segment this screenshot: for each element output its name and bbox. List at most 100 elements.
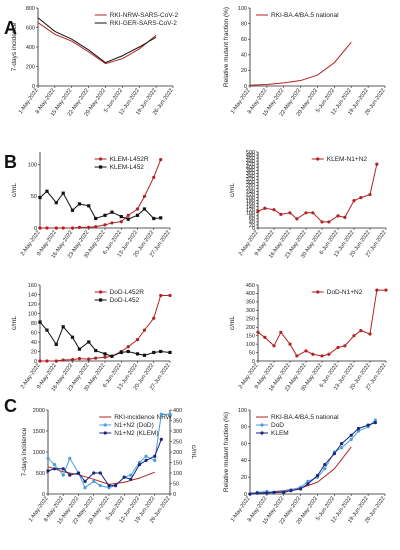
data-point xyxy=(83,486,87,490)
legend-marker xyxy=(316,157,320,161)
data-point xyxy=(46,456,50,460)
data-point xyxy=(159,412,163,416)
chart-b-bottom-right: 0501001502002503003504004502-May-20229-M… xyxy=(229,283,388,393)
y-tick-label: 0 xyxy=(244,84,247,90)
y-tick-label: 100 xyxy=(238,408,247,414)
y-tick-label: 0 xyxy=(252,226,255,232)
data-point xyxy=(343,215,347,219)
y-tick-label: 1000 xyxy=(33,450,45,456)
data-point xyxy=(137,463,142,467)
data-point xyxy=(327,220,331,224)
y-tick-label: 20 xyxy=(249,223,255,229)
legend-marker xyxy=(103,431,107,435)
data-point xyxy=(94,216,98,221)
series-line xyxy=(249,419,376,495)
series-line xyxy=(47,439,162,487)
data-point xyxy=(61,191,65,195)
legend-label: KLEM-N1+N2 xyxy=(327,156,368,163)
y-tick-label: 60 xyxy=(249,217,255,223)
y-tick-label: 20 xyxy=(241,475,247,481)
series-line xyxy=(39,190,161,220)
y-tick-label: 200 xyxy=(246,195,255,201)
series-line xyxy=(40,294,170,362)
data-point xyxy=(349,437,353,441)
y-tick-label: 0 xyxy=(42,492,45,498)
y-tick-label: 450 xyxy=(246,283,255,289)
y-tick-label: 380 xyxy=(246,168,255,174)
y-tick-label: 300 xyxy=(246,180,255,186)
y-tick-label: 280 xyxy=(246,183,255,189)
data-point xyxy=(384,288,388,292)
data-point xyxy=(288,211,292,215)
data-point xyxy=(126,349,130,354)
data-point xyxy=(142,328,147,332)
data-point xyxy=(159,158,163,162)
y-axis-label: Relative mutant fraction (%) xyxy=(223,7,230,87)
data-point xyxy=(45,189,49,193)
legend-label: RKI-NRW-SARS-CoV-2 xyxy=(110,12,179,19)
legend-marker xyxy=(99,157,103,161)
legend-label: DoD-L452R xyxy=(110,289,145,296)
data-point xyxy=(52,463,57,467)
series-line xyxy=(249,422,376,495)
data-point xyxy=(142,194,147,198)
legend-label: RKI-GER-SARS-CoV-2 xyxy=(110,20,178,27)
y-tick-label: 180 xyxy=(246,198,255,204)
data-point xyxy=(332,452,336,456)
data-point xyxy=(77,357,82,361)
data-point xyxy=(87,204,91,208)
data-point xyxy=(336,214,340,218)
y-tick-label: 200 xyxy=(246,325,255,331)
data-point xyxy=(126,213,130,217)
y-tick-label-right: 150 xyxy=(173,460,182,466)
y-tick-label: 100 xyxy=(238,6,247,12)
data-point xyxy=(38,359,42,363)
data-point xyxy=(263,335,267,339)
data-point xyxy=(54,359,58,363)
data-point xyxy=(153,458,157,462)
data-point xyxy=(103,352,107,356)
y-tick-label: 260 xyxy=(246,186,255,192)
data-point xyxy=(168,412,172,416)
data-point xyxy=(315,473,320,478)
data-point xyxy=(311,211,315,215)
data-point xyxy=(38,320,42,324)
data-point xyxy=(122,475,126,479)
y-tick-label: 140 xyxy=(28,292,37,298)
data-point xyxy=(320,220,324,224)
data-point xyxy=(129,473,133,477)
data-point xyxy=(272,344,276,348)
data-point xyxy=(54,201,58,205)
y-tick-label: 350 xyxy=(246,300,255,306)
series-line xyxy=(37,22,157,65)
y-tick-label: 120 xyxy=(28,302,37,308)
data-point xyxy=(45,226,49,230)
y-axis-label: c/mL xyxy=(229,316,236,330)
y-tick-label: 2000 xyxy=(33,408,45,414)
data-point xyxy=(68,456,72,460)
y-tick-label: 1500 xyxy=(33,429,45,435)
y-tick-label: 100 xyxy=(28,162,37,168)
legend-label: DoD xyxy=(271,422,284,429)
y-axis-label: 7-days incidence xyxy=(21,427,28,476)
y-axis-label: Relative mutant fraction (%) xyxy=(223,412,230,492)
data-point xyxy=(76,471,81,475)
data-point xyxy=(288,342,292,346)
data-point xyxy=(38,226,42,230)
data-point xyxy=(159,216,163,220)
data-point xyxy=(263,206,267,210)
y-tick-label: 100 xyxy=(246,211,255,217)
data-point xyxy=(94,356,98,360)
data-point xyxy=(327,352,331,356)
data-point xyxy=(152,316,156,320)
y-tick-label: 160 xyxy=(246,201,255,207)
y-tick-label: 420 xyxy=(246,162,255,168)
data-point xyxy=(77,225,82,229)
y-axis-label: c/mL xyxy=(229,183,236,197)
y-tick-label-right: 0 xyxy=(173,492,176,498)
legend-label: N1+N2 (DoD) xyxy=(114,422,154,429)
data-point xyxy=(45,359,49,363)
legend-label: DoD-N1+N2 xyxy=(327,289,363,296)
data-point xyxy=(373,418,377,422)
